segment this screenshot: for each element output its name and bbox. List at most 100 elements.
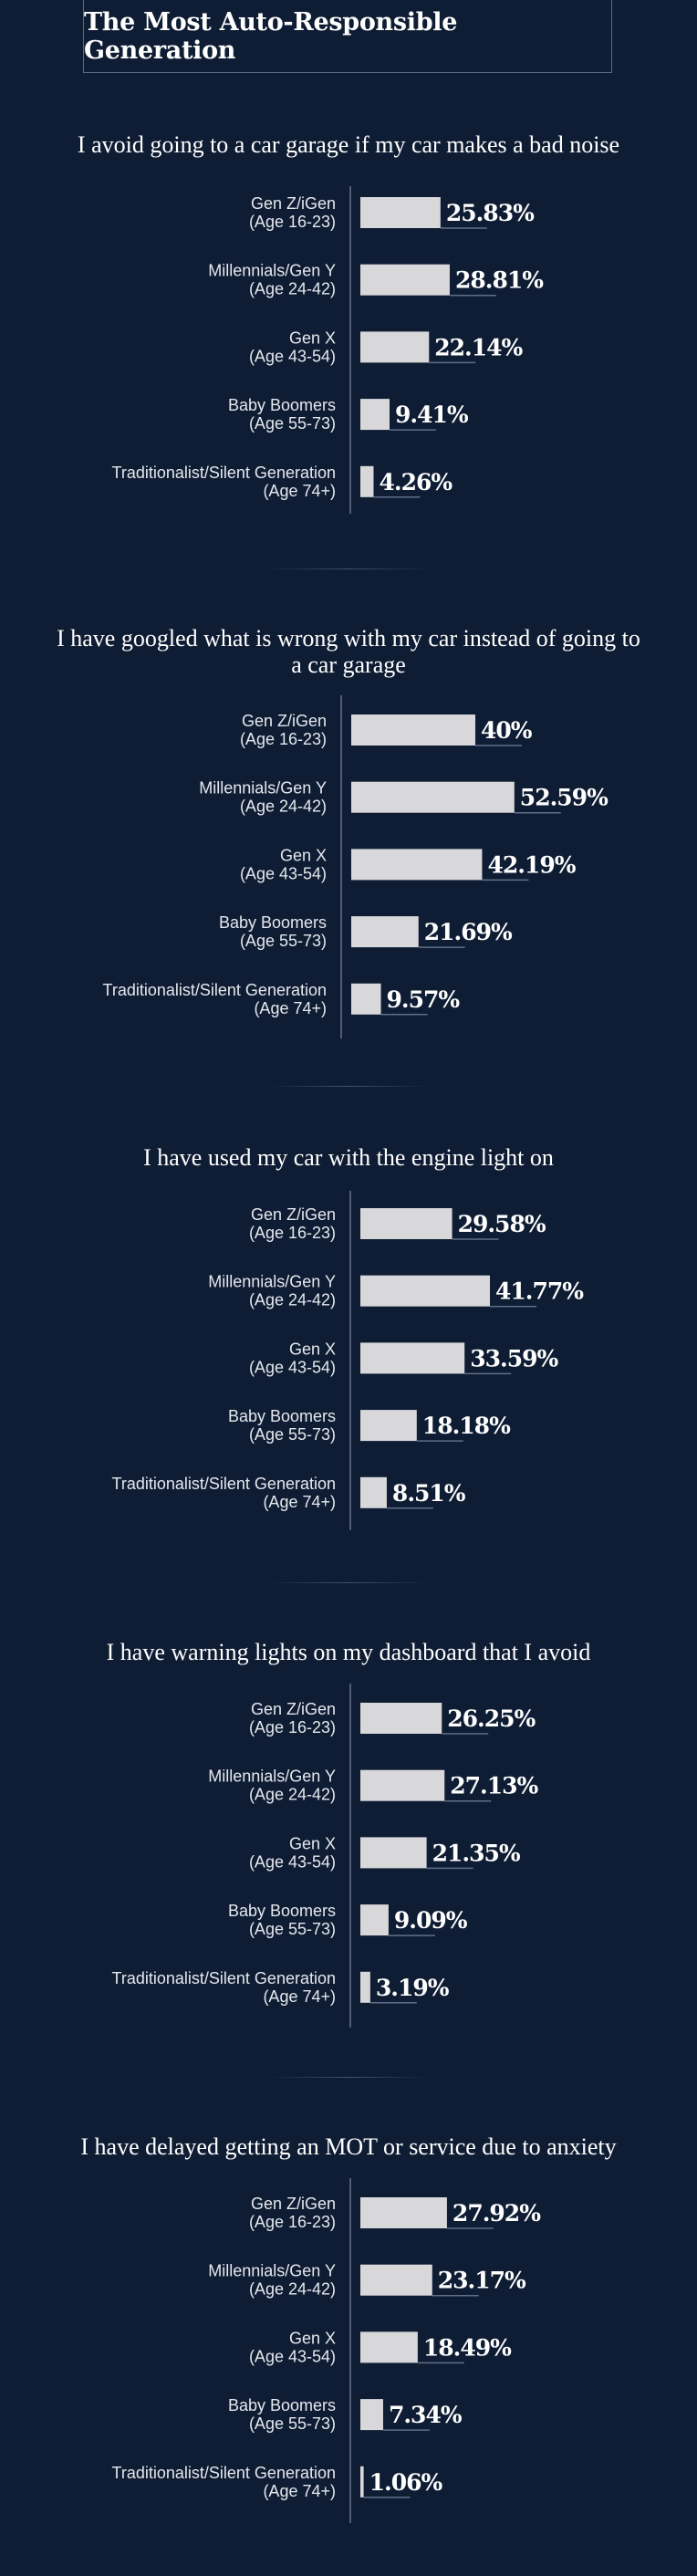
bar-row: Gen Z/iGen (Age 16-23) 26.25% <box>249 1700 537 1736</box>
bar <box>360 1837 427 1869</box>
category-label-line: (Age 43-54) <box>249 1852 336 1871</box>
value-label: 9.09% <box>394 1907 468 1934</box>
category-label-line: Millennials/Gen Y <box>208 262 336 280</box>
category-label-line: (Age 24-42) <box>249 1291 336 1309</box>
bar-row: Millennials/Gen Y (Age 24-42) 52.59% <box>199 779 609 816</box>
category-label: Gen Z/iGen (Age 16-23) <box>249 1205 336 1242</box>
bar <box>360 331 430 363</box>
category-label-line: Gen X <box>289 1340 336 1358</box>
category-label-line: Gen Z/iGen <box>251 1700 336 1718</box>
category-label-line: (Age 74+) <box>263 482 336 500</box>
bar-row: Gen Z/iGen (Age 16-23) 29.58% <box>249 1205 547 1242</box>
category-label-line: Gen X <box>280 846 327 864</box>
value-label: 52.59% <box>520 785 609 811</box>
bar-row: Baby Boomers (Age 55-73) 7.34% <box>228 2396 463 2433</box>
category-label: Gen X (Age 43-54) <box>249 1340 336 1376</box>
category-label-line: Traditionalist/Silent Generation <box>112 2464 336 2482</box>
category-label-line: (Age 55-73) <box>240 932 327 950</box>
bar <box>360 1703 442 1734</box>
category-label-line: (Age 43-54) <box>249 347 336 365</box>
category-label-line: (Age 43-54) <box>249 2347 336 2365</box>
bar <box>351 849 483 881</box>
value-label: 8.51% <box>392 1480 466 1507</box>
category-label-line: (Age 16-23) <box>249 1718 336 1736</box>
bar-row: Millennials/Gen Y (Age 24-42) 27.13% <box>208 1768 539 1804</box>
bar-row: Baby Boomers (Age 55-73) 9.09% <box>228 1902 469 1938</box>
bar <box>360 1275 491 1307</box>
bar <box>351 916 419 948</box>
bar <box>360 1342 465 1374</box>
bar <box>360 2466 364 2498</box>
category-label-line: (Age 55-73) <box>249 2414 336 2433</box>
bar <box>360 1476 387 1508</box>
category-label-line: (Age 74+) <box>263 1987 336 2006</box>
chart-title: I have warning lights on my dashboard th… <box>106 1639 591 1665</box>
category-label-line: Baby Boomers <box>219 913 327 932</box>
category-label-line: (Age 24-42) <box>249 1786 336 1804</box>
bar-row: Gen Z/iGen (Age 16-23) 25.83% <box>249 194 536 231</box>
category-label-line: Gen Z/iGen <box>251 2195 336 2213</box>
chart-title: I have delayed getting an MOT or service… <box>80 2133 617 2160</box>
bar-row: Traditionalist/Silent Generation (Age 74+… <box>112 1475 467 1511</box>
chart-title: I have used my car with the engine light… <box>143 1144 554 1171</box>
category-label: Traditionalist/Silent Generation (Age 74+… <box>112 1969 336 2006</box>
section-divider <box>266 2077 431 2078</box>
category-label: Traditionalist/Silent Generation (Age 74+… <box>103 981 327 1017</box>
bar-chart-4: Gen Z/iGen (Age 16-23) 26.25% Millennials/G… <box>112 1684 540 2028</box>
bar-row: Gen Z/iGen (Age 16-23) 27.92% <box>249 2195 542 2231</box>
bar-row: Gen X (Age 43-54) 21.35% <box>249 1834 522 1871</box>
value-label: 25.83% <box>446 200 535 226</box>
bar-chart-1: Gen Z/iGen (Age 16-23) 25.83% Millennials/G… <box>112 186 545 514</box>
bar <box>360 2197 447 2228</box>
category-label-line: Gen X <box>289 329 336 347</box>
category-label-line: (Age 55-73) <box>249 414 336 433</box>
category-label: Gen X (Age 43-54) <box>240 846 327 882</box>
value-label: 1.06% <box>369 2469 443 2496</box>
category-label: Baby Boomers (Age 55-73) <box>228 2396 336 2433</box>
category-label-line: (Age 55-73) <box>249 1425 336 1444</box>
value-label: 3.19% <box>376 1975 450 2001</box>
value-label: 23.17% <box>438 2268 526 2294</box>
category-label: Traditionalist/Silent Generation (Age 74+… <box>112 1475 336 1511</box>
category-label-line: Millennials/Gen Y <box>208 1768 336 1786</box>
category-label: Gen Z/iGen (Age 16-23) <box>249 2195 336 2231</box>
bar-row: Millennials/Gen Y (Age 24-42) 23.17% <box>208 2262 527 2299</box>
category-label: Gen Z/iGen (Age 16-23) <box>240 712 327 748</box>
category-label-line: (Age 55-73) <box>249 1920 336 1938</box>
bar <box>360 1769 445 1801</box>
bar-row: Gen X (Age 43-54) 33.59% <box>249 1340 560 1376</box>
bar-row: Baby Boomers (Age 55-73) 18.18% <box>228 1407 512 1444</box>
category-label: Baby Boomers (Age 55-73) <box>219 913 327 950</box>
bar <box>360 1410 417 1442</box>
category-label-line: Traditionalist/Silent Generation <box>112 464 336 482</box>
bar <box>360 197 441 228</box>
bar <box>360 465 374 497</box>
category-label: Gen X (Age 43-54) <box>249 1834 336 1871</box>
value-label: 26.25% <box>447 1705 536 1732</box>
value-label: 27.13% <box>450 1773 538 1799</box>
category-label-line: (Age 16-23) <box>249 2213 336 2231</box>
bar-row: Gen Z/iGen (Age 16-23) 40% <box>240 712 534 748</box>
category-label: Millennials/Gen Y (Age 24-42) <box>208 1273 336 1309</box>
section-divider <box>266 1582 431 1583</box>
page-title-box: The Most Auto-Responsible Generation <box>83 0 612 73</box>
value-label: 18.49% <box>423 2334 512 2361</box>
category-label: Baby Boomers (Age 55-73) <box>228 1407 336 1444</box>
bar-row: Millennials/Gen Y (Age 24-42) 28.81% <box>208 262 545 298</box>
bar-row: Gen X (Age 43-54) 22.14% <box>249 329 525 365</box>
category-label: Traditionalist/Silent Generation (Age 74+… <box>112 464 336 500</box>
category-label: Millennials/Gen Y (Age 24-42) <box>208 262 336 298</box>
bar <box>360 399 390 431</box>
category-label-line: Traditionalist/Silent Generation <box>103 981 327 999</box>
value-label: 4.26% <box>379 469 453 495</box>
bar-row: Gen X (Age 43-54) 18.49% <box>249 2329 513 2365</box>
bar-row: Gen X (Age 43-54) 42.19% <box>240 846 577 882</box>
bar <box>351 714 475 746</box>
bar <box>351 781 515 813</box>
category-label: Millennials/Gen Y (Age 24-42) <box>199 779 327 816</box>
category-label-line: (Age 43-54) <box>240 864 327 882</box>
category-label: Traditionalist/Silent Generation (Age 74+… <box>112 2464 336 2500</box>
page-title: The Most Auto-Responsible Generation <box>84 7 458 65</box>
bar <box>360 1208 453 1239</box>
category-label-line: Baby Boomers <box>228 396 336 414</box>
